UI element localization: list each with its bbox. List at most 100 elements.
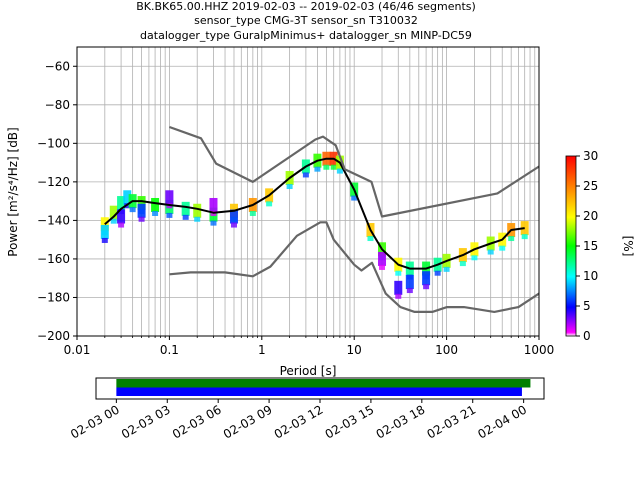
y-tick-label: −100 [37,136,70,150]
timeline-tick-label: 02-03 03 [119,402,173,441]
density-cell [405,275,414,290]
density-cell [100,224,109,239]
chart-title-line-3: datalogger_type GuralpMinimus+ datalogge… [140,29,472,42]
density-cell [209,197,218,212]
density-cell [471,255,478,261]
y-tick-label: −160 [37,252,70,266]
density-cell [266,201,273,207]
density-cell [229,209,238,224]
density-cell [137,196,146,211]
density-cell [323,164,330,170]
timeline-tick-label: 02-03 15 [323,402,377,441]
density-cell [499,245,506,251]
ppsd-curves [104,125,539,313]
density-cell [394,280,403,295]
density-cell [336,168,343,174]
density-cell [129,207,136,213]
density-cell [395,270,402,276]
density-cell [406,288,413,294]
colorbar-tick-label: 15 [583,239,598,253]
timeline-tick-label: 02-03 06 [170,402,224,441]
noise-model-low-curve [169,221,539,313]
x-tick-label: 0.1 [160,343,179,357]
x-axis-ticks: 0.01 0.1 1 10 100 1000 [64,336,555,357]
density-cell [379,264,386,270]
density-cell [152,210,159,216]
density-cell [443,266,450,272]
colorbar-tick-label: 10 [583,269,598,283]
density-cell [193,203,202,218]
colorbar-tick-label: 20 [583,209,598,223]
density-cell [395,293,402,299]
density-cell [117,196,126,211]
density-cell [138,216,145,222]
density-cell [165,190,174,205]
density-cell [166,212,173,218]
x-tick-label: 1000 [524,343,555,357]
colorbar-tick-label: 5 [583,299,591,313]
y-axis-ticks: −200 −180 −160 −140 −120 −100 −80 −60 [37,59,77,343]
density-cell [434,270,441,276]
density-cell [109,205,118,220]
y-tick-label: −80 [45,98,70,112]
density-cell [487,249,494,255]
density-cell [378,251,387,266]
colorbar-ticks: 0 5 10 15 20 25 30 [576,149,598,343]
x-axis-label: Period [s] [280,364,337,378]
mean-curve [104,157,525,270]
density-cell [422,271,431,286]
timeline-tick-label: 02-03 12 [272,402,326,441]
density-cell [123,190,132,205]
x-tick-label: 0.01 [64,343,91,357]
density-cell [110,218,117,224]
density-cell [330,164,337,170]
grid [76,47,539,337]
density-cell [137,203,146,218]
density-cell [181,201,190,216]
timeline-tick-label: 02-03 00 [68,402,122,441]
y-tick-label: −140 [37,213,70,227]
density-cell [508,236,515,242]
density-cell [230,222,237,228]
colorbar [565,155,577,337]
x-tick-label: 10 [347,343,362,357]
y-tick-label: −60 [45,59,70,73]
timeline-bar-used [116,387,522,396]
x-tick-label: 1 [258,343,266,357]
y-tick-label: −120 [37,175,70,189]
y-axis-label: Power [m²/s⁴/Hz] [dB] [6,127,20,256]
density-cell [286,184,293,190]
density-cell [194,216,201,222]
y-tick-label: −180 [37,290,70,304]
noise-model-high-curve [169,125,539,218]
density-cell [210,220,217,226]
plot-frame [76,46,540,337]
timeline-tick-label: 02-03 21 [425,402,479,441]
density-cell [459,261,466,267]
density-cell [101,237,108,243]
x-tick-label: 100 [435,343,458,357]
density-cell [182,214,189,220]
timeline-tick-label: 02-03 09 [221,402,275,441]
density-cell [249,210,256,216]
colorbar-label: [%] [621,236,635,257]
density-cell [521,234,528,240]
density-cell [117,209,126,224]
chart-title-line-1: BK.BK65.00.HHZ 2019-02-03 -- 2019-02-03 … [136,0,476,13]
density-cell [351,195,358,201]
density-cell [118,222,125,228]
y-tick-label: −200 [37,329,70,343]
density-cell [314,166,321,172]
density-cell [367,236,374,242]
density-cell [151,197,160,212]
colorbar-tick-label: 25 [583,179,598,193]
colorbar-tick-label: 0 [583,329,591,343]
timeline-tick-label: 02-03 18 [374,402,428,441]
timeline-bar-coverage [116,379,531,388]
timeline-tick-label: 02-04 00 [475,402,529,441]
density-cell [302,172,309,178]
density-cell [423,284,430,290]
